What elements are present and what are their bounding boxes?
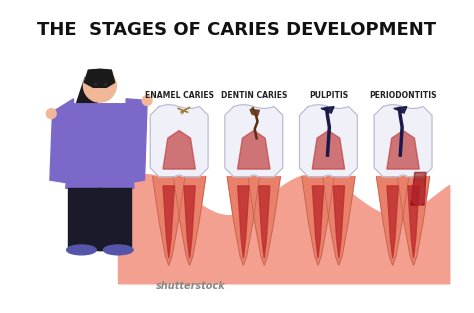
Polygon shape [66,104,134,188]
Polygon shape [408,186,419,258]
Polygon shape [312,186,324,258]
Polygon shape [397,177,429,265]
Polygon shape [321,107,334,113]
Polygon shape [126,99,147,183]
Text: PERIODONTITIS: PERIODONTITIS [369,91,437,100]
Polygon shape [163,186,174,258]
Polygon shape [300,105,357,177]
Polygon shape [153,177,185,265]
Polygon shape [118,175,450,284]
Text: ENAMEL CARIES: ENAMEL CARIES [145,91,214,100]
Text: DENTIN CARIES: DENTIN CARIES [220,91,287,100]
Polygon shape [84,69,115,87]
Polygon shape [50,99,73,183]
Polygon shape [250,109,259,116]
Ellipse shape [410,182,426,205]
Polygon shape [238,186,249,258]
Text: THE  STAGES OF CARIES DEVELOPMENT: THE STAGES OF CARIES DEVELOPMENT [37,21,437,39]
Polygon shape [312,131,345,169]
Circle shape [46,109,56,119]
Polygon shape [98,188,131,250]
Polygon shape [237,131,270,169]
Polygon shape [225,105,283,177]
Polygon shape [374,105,432,177]
Polygon shape [68,188,102,250]
Polygon shape [173,177,206,265]
Polygon shape [258,186,270,258]
Polygon shape [387,131,419,169]
Ellipse shape [103,245,133,255]
Polygon shape [184,186,195,258]
Text: PULPITIS: PULPITIS [309,91,348,100]
Circle shape [142,95,152,105]
Polygon shape [394,107,407,113]
Polygon shape [376,177,409,265]
Polygon shape [248,177,281,265]
Polygon shape [387,186,398,258]
Polygon shape [302,177,334,265]
Circle shape [83,69,116,102]
Polygon shape [333,186,345,258]
Ellipse shape [67,245,96,255]
Polygon shape [323,177,355,265]
Polygon shape [227,177,260,265]
Polygon shape [150,105,208,177]
Polygon shape [77,78,98,164]
Text: shutterstock: shutterstock [156,281,226,291]
Polygon shape [163,131,195,169]
